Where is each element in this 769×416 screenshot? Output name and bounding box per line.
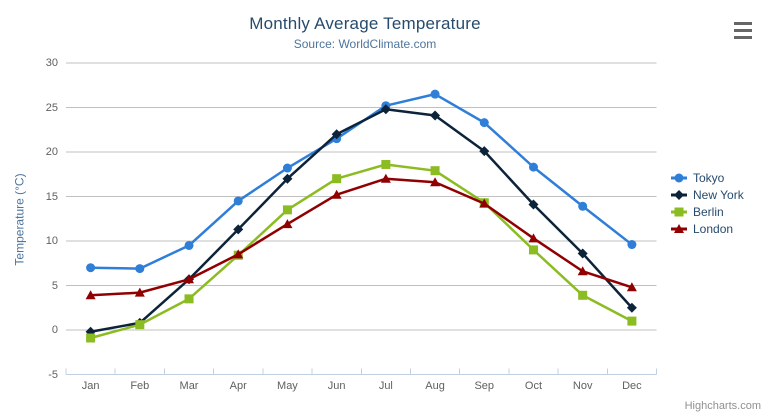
data-point[interactable] bbox=[479, 198, 490, 208]
hamburger-menu-icon bbox=[734, 21, 752, 25]
y-axis-label: 20 bbox=[45, 146, 58, 158]
credits-link[interactable]: Highcharts.com bbox=[684, 400, 761, 412]
data-point[interactable] bbox=[578, 201, 588, 211]
data-point[interactable] bbox=[381, 159, 391, 169]
series-line bbox=[89, 92, 634, 270]
legend-label: New York bbox=[693, 187, 744, 202]
hamburger-menu-icon bbox=[734, 35, 752, 39]
data-point[interactable] bbox=[282, 173, 293, 184]
diamond-marker-icon bbox=[671, 189, 687, 200]
series-new-york[interactable] bbox=[85, 104, 637, 337]
x-axis-label: Aug bbox=[425, 380, 445, 392]
series-tokyo[interactable] bbox=[86, 89, 637, 274]
series-line bbox=[89, 108, 634, 334]
data-point[interactable] bbox=[479, 118, 489, 128]
y-axis-label: -5 bbox=[48, 368, 58, 381]
series-line bbox=[89, 177, 634, 297]
export-context-menu-button[interactable] bbox=[734, 21, 754, 39]
data-point[interactable] bbox=[85, 290, 96, 300]
data-point[interactable] bbox=[233, 196, 243, 206]
data-point[interactable] bbox=[282, 219, 293, 229]
legend-label: Berlin bbox=[693, 204, 724, 219]
data-point[interactable] bbox=[134, 287, 145, 297]
data-point[interactable] bbox=[331, 129, 342, 140]
data-point[interactable] bbox=[528, 245, 538, 255]
data-point[interactable] bbox=[479, 146, 490, 157]
legend: Tokyo New York Berlin London bbox=[671, 169, 744, 237]
x-axis-label: Jun bbox=[327, 380, 346, 392]
series-line bbox=[89, 163, 634, 340]
data-point[interactable] bbox=[233, 224, 244, 235]
data-point[interactable] bbox=[282, 163, 292, 173]
x-axis-label: Nov bbox=[572, 380, 593, 392]
data-point[interactable] bbox=[430, 89, 440, 99]
x-axis-label: Feb bbox=[130, 380, 150, 392]
data-point[interactable] bbox=[430, 177, 441, 187]
data-point[interactable] bbox=[577, 248, 588, 259]
data-point[interactable] bbox=[528, 162, 538, 172]
diamond-marker-icon[interactable] bbox=[674, 189, 684, 200]
legend-item-new-york[interactable]: New York bbox=[671, 186, 744, 203]
y-axis-label: 10 bbox=[45, 235, 58, 247]
triangle-marker-icon bbox=[671, 223, 687, 233]
data-point[interactable] bbox=[332, 174, 342, 184]
legend-label: Tokyo bbox=[693, 170, 725, 185]
legend-label: London bbox=[693, 221, 734, 236]
x-axis-label: Sep bbox=[474, 380, 495, 392]
data-point[interactable] bbox=[528, 199, 539, 210]
chart-title: Monthly Average Temperature bbox=[249, 14, 481, 33]
triangle-marker-icon[interactable] bbox=[674, 223, 684, 233]
data-point[interactable] bbox=[282, 205, 292, 215]
data-point[interactable] bbox=[430, 110, 441, 121]
y-axis-label: 0 bbox=[51, 324, 58, 336]
data-point[interactable] bbox=[627, 240, 637, 250]
data-point[interactable] bbox=[331, 189, 342, 199]
square-marker-icon[interactable] bbox=[674, 207, 684, 216]
hamburger-menu-icon bbox=[734, 28, 752, 32]
y-axis-label: 25 bbox=[45, 101, 58, 114]
x-axis-label: Jan bbox=[81, 380, 100, 392]
data-point[interactable] bbox=[86, 263, 96, 273]
y-axis-label: 15 bbox=[45, 190, 58, 203]
y-axis-label: 30 bbox=[45, 57, 58, 69]
data-point[interactable] bbox=[430, 166, 440, 176]
circle-marker-icon[interactable] bbox=[674, 173, 684, 182]
data-point[interactable] bbox=[135, 264, 145, 274]
data-point[interactable] bbox=[380, 173, 391, 183]
data-point[interactable] bbox=[184, 294, 194, 304]
data-point[interactable] bbox=[135, 320, 145, 330]
data-point[interactable] bbox=[380, 104, 391, 115]
data-point[interactable] bbox=[627, 316, 637, 326]
data-point[interactable] bbox=[577, 266, 588, 276]
square-marker-icon bbox=[671, 207, 687, 216]
data-point[interactable] bbox=[86, 333, 96, 343]
legend-item-berlin[interactable]: Berlin bbox=[671, 203, 744, 220]
data-point[interactable] bbox=[626, 302, 637, 313]
x-axis-label: May bbox=[277, 380, 298, 392]
x-axis-label: Mar bbox=[179, 380, 199, 392]
chart-subtitle: Source: WorldClimate.com bbox=[293, 37, 437, 51]
data-point[interactable] bbox=[626, 282, 637, 292]
x-axis-label: Oct bbox=[524, 380, 543, 392]
legend-item-tokyo[interactable]: Tokyo bbox=[671, 169, 744, 186]
data-point[interactable] bbox=[578, 290, 588, 300]
x-axis-label: Dec bbox=[622, 380, 642, 392]
y-axis-label: 5 bbox=[51, 279, 58, 292]
x-axis-label: Apr bbox=[229, 380, 247, 392]
data-point[interactable] bbox=[233, 249, 244, 259]
data-point[interactable] bbox=[184, 274, 195, 284]
data-point[interactable] bbox=[528, 233, 539, 243]
data-point[interactable] bbox=[184, 240, 194, 250]
series-london[interactable] bbox=[85, 173, 637, 300]
circle-marker-icon bbox=[671, 173, 687, 182]
legend-item-london[interactable]: London bbox=[671, 220, 744, 237]
x-axis-label: Jul bbox=[378, 380, 393, 392]
